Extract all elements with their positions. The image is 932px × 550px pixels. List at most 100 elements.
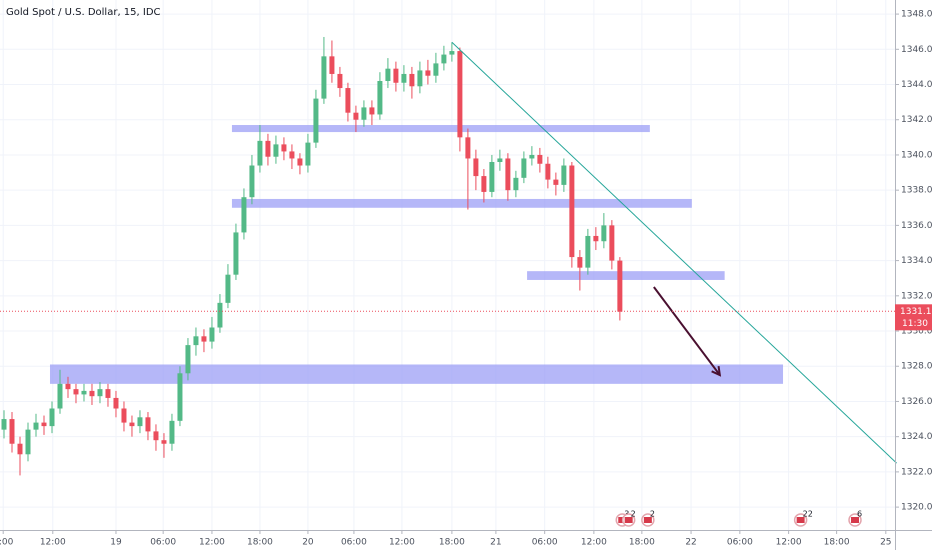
candle-body	[257, 140, 263, 166]
candle-body	[385, 68, 391, 81]
last-price-box	[895, 304, 932, 331]
event-flag	[851, 517, 860, 523]
plot: 322226	[0, 36, 897, 527]
candle-body	[577, 257, 583, 268]
candle-body	[601, 225, 607, 242]
candle-body	[481, 176, 487, 192]
candle-body	[225, 274, 231, 303]
candle-body	[209, 327, 215, 342]
y-tick-label: 1334.00	[901, 256, 932, 266]
candle-body	[177, 373, 183, 421]
event-count: 2	[631, 510, 636, 519]
y-tick-label: 1342.00	[901, 115, 932, 125]
event-count: 2	[650, 510, 655, 519]
candle-body	[561, 165, 567, 185]
y-tick-label: 1328.00	[901, 362, 932, 372]
candle-body	[169, 420, 175, 444]
candle-body	[521, 158, 527, 178]
candle-body	[241, 197, 247, 233]
candle-body	[425, 70, 431, 76]
candle-body	[97, 389, 103, 397]
candle-body	[9, 419, 15, 444]
candle-body	[513, 177, 519, 191]
event-flag	[796, 517, 805, 523]
event-count: 22	[803, 510, 813, 519]
candle-body	[49, 408, 55, 427]
y-tick-label: 1324.00	[901, 432, 932, 442]
x-tick-label: 06:00	[532, 538, 558, 548]
candle-body	[393, 68, 399, 83]
x-tick-label: 12:00	[199, 538, 225, 548]
candle-body	[329, 56, 335, 74]
x-tick-label: 18:00	[247, 538, 273, 548]
y-tick-label: 1326.00	[901, 397, 932, 407]
event-count: 6	[857, 510, 862, 519]
x-tick-label: 12:00	[40, 538, 66, 548]
candle-body	[321, 56, 327, 99]
candle-body	[409, 73, 415, 87]
zone	[49, 364, 784, 384]
candle-body	[145, 417, 151, 432]
candle-body	[81, 390, 87, 395]
x-tick-label: 18:00	[439, 538, 465, 548]
candle-body	[121, 408, 127, 423]
candle-body	[401, 73, 407, 83]
candle-body	[609, 225, 615, 261]
candle-body	[65, 383, 71, 390]
event-flag	[643, 517, 652, 523]
candle-body	[113, 397, 119, 409]
x-tick-label: 18:00	[629, 538, 655, 548]
candle-body	[1, 419, 7, 430]
arrow-head	[711, 365, 722, 377]
y-tick-label: 1340.00	[901, 150, 932, 160]
candle-body	[441, 54, 447, 64]
y-tick-label: 1344.00	[901, 80, 932, 90]
candle-body	[473, 158, 479, 177]
candle-body	[497, 158, 503, 162]
candle-body	[233, 232, 239, 275]
x-tick-label: 18:00	[824, 538, 850, 548]
candle-body	[25, 429, 31, 455]
candle-body	[105, 389, 111, 398]
candle-body	[265, 140, 271, 157]
trend-line	[451, 41, 897, 464]
y-tick-label: 1320.00	[901, 503, 932, 513]
candle-body	[153, 431, 159, 441]
x-tick-label: 12:00	[581, 538, 607, 548]
x-tick-label: 06:00	[341, 538, 367, 548]
x-tick-label: 2:00	[0, 538, 14, 548]
candle-body	[89, 390, 95, 397]
countdown-label: 11:30	[902, 319, 928, 329]
x-tick-label: 25	[880, 538, 891, 548]
x-tick-label: 19	[110, 538, 122, 548]
candle-body	[465, 137, 471, 159]
candle-body	[281, 144, 287, 152]
y-tick-label: 1346.00	[901, 45, 932, 55]
candle-body	[33, 422, 39, 430]
candle-body	[553, 179, 559, 185]
y-tick-label: 1332.00	[901, 291, 932, 301]
grid	[0, 0, 895, 530]
arrow	[653, 286, 721, 376]
candle-body	[569, 165, 575, 258]
candle-body	[489, 161, 495, 192]
candle-body	[361, 107, 367, 120]
candle-body	[161, 440, 167, 444]
candle-body	[217, 302, 223, 328]
candle-body	[617, 260, 623, 312]
candle-body	[57, 383, 63, 409]
candle-body	[545, 163, 551, 180]
candle-body	[17, 443, 23, 455]
candle-body	[585, 235, 591, 268]
y-tick-label: 1348.00	[901, 10, 932, 20]
y-tick-label: 1336.00	[901, 221, 932, 231]
candle-body	[193, 336, 199, 346]
x-tick-label: 12:00	[776, 538, 802, 548]
candle-body	[369, 107, 375, 115]
candle-body	[129, 422, 135, 427]
candle-body	[337, 73, 343, 89]
x-tick-label: 21	[490, 538, 501, 548]
candle-body	[137, 417, 143, 427]
candle-body	[417, 70, 423, 87]
